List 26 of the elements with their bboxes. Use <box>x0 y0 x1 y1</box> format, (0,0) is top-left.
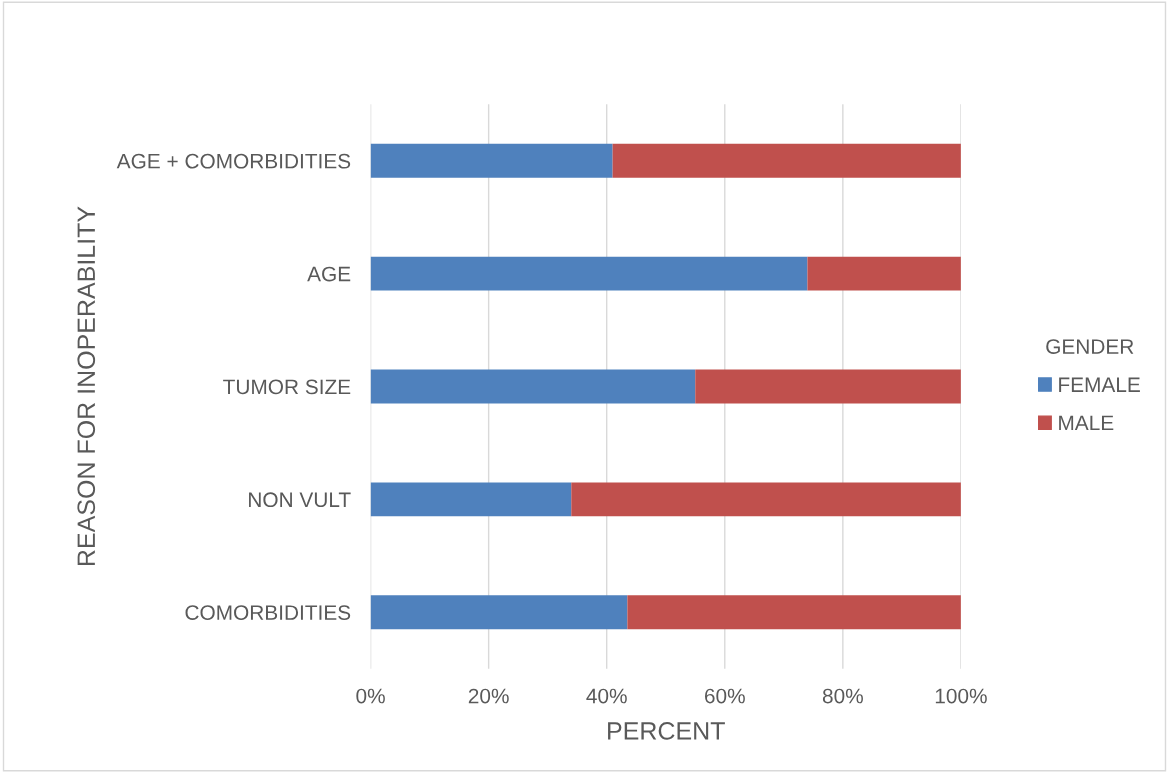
x-tick-label: 60% <box>704 688 745 704</box>
bar <box>627 595 961 630</box>
x-tick-label: 20% <box>468 688 509 704</box>
x-axis-title: PERCENT <box>608 722 725 740</box>
bar <box>612 143 961 178</box>
x-tick-label: 100% <box>935 688 987 704</box>
bar <box>370 595 628 630</box>
y-tick-label: NON VULT <box>249 492 351 508</box>
x-tick-label: 40% <box>586 688 627 704</box>
bar <box>571 482 961 517</box>
bar <box>807 256 961 291</box>
legend-title: GENDER <box>1046 339 1134 354</box>
y-axis-title: REASON FOR INOPERABILITY <box>77 206 96 566</box>
bar <box>695 369 961 404</box>
y-tick-label: TUMOR SIZE <box>223 379 351 395</box>
y-tick-label: COMORBIDITIES <box>185 605 351 620</box>
legend-label: FEMALE <box>1059 377 1140 392</box>
x-tick-label: 0% <box>356 688 385 704</box>
bar <box>370 256 808 291</box>
legend-label: MALE <box>1059 415 1114 431</box>
y-tick-label: AGE <box>307 266 351 282</box>
x-tick-label: 80% <box>822 688 863 704</box>
bar <box>370 143 613 178</box>
bar <box>370 369 696 404</box>
bar <box>370 482 572 517</box>
y-tick-label: AGE + COMORBIDITIES <box>116 153 351 169</box>
